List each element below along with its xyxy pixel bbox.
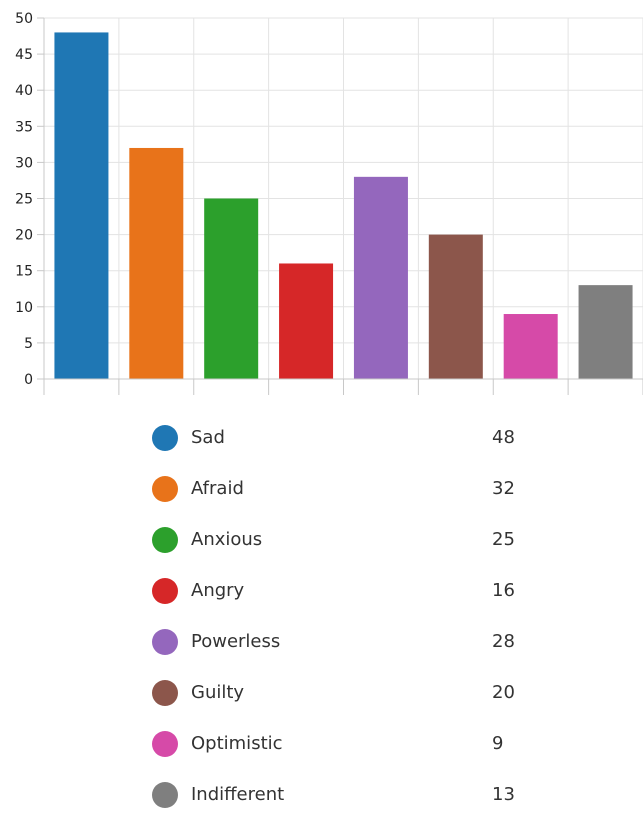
legend-label: Powerless [191, 631, 281, 652]
legend-item-guilty[interactable]: Guilty 20 [152, 675, 552, 726]
y-tick-label: 50 [15, 11, 33, 27]
legend-value: 9 [492, 733, 504, 754]
legend-color-swatch [152, 578, 178, 604]
legend-item-indifferent[interactable]: Indifferent 13 [152, 777, 552, 828]
bar-optimistic[interactable] [503, 314, 558, 379]
legend-label: Angry [191, 580, 245, 601]
legend-item-anxious[interactable]: Anxious 25 [152, 522, 552, 573]
legend-label: Guilty [191, 682, 245, 703]
legend-color-swatch [152, 731, 178, 757]
legend-color-swatch [152, 527, 178, 553]
chart-bars [54, 32, 633, 380]
bar-chart: 0 5 10 15 20 25 30 35 40 45 50 [15, 11, 643, 395]
bar-guilty[interactable] [428, 234, 483, 379]
legend-color-swatch [152, 476, 178, 502]
legend-item-afraid[interactable]: Afraid 32 [152, 471, 552, 522]
legend-value: 28 [492, 631, 515, 652]
y-tick-label: 10 [15, 300, 33, 316]
legend-item-angry[interactable]: Angry 16 [152, 573, 552, 624]
legend-label: Optimistic [191, 733, 283, 754]
legend-color-swatch [152, 425, 178, 451]
y-tick-label: 25 [15, 192, 33, 208]
y-tick-label: 45 [15, 47, 33, 63]
y-tick-label: 5 [24, 336, 33, 352]
chart-axes [37, 17, 643, 395]
y-tick-label: 20 [15, 228, 33, 244]
bar-powerless[interactable] [353, 176, 408, 379]
legend-value: 13 [492, 784, 515, 805]
y-tick-label: 30 [15, 155, 33, 171]
y-tick-label: 35 [15, 119, 33, 135]
y-tick-label: 40 [15, 83, 33, 99]
bar-sad[interactable] [54, 32, 109, 379]
bar-indifferent[interactable] [578, 285, 633, 379]
bar-anxious[interactable] [204, 198, 259, 380]
legend-label: Afraid [191, 478, 244, 499]
y-tick-label: 0 [24, 372, 33, 388]
legend-label: Anxious [191, 529, 263, 550]
legend-label: Sad [191, 427, 225, 448]
legend-color-swatch [152, 629, 178, 655]
legend-value: 48 [492, 427, 515, 448]
legend-item-powerless[interactable]: Powerless 28 [152, 624, 552, 675]
legend-value: 20 [492, 682, 515, 703]
bar-angry[interactable] [279, 263, 334, 379]
legend-label: Indifferent [191, 784, 285, 805]
bar-afraid[interactable] [129, 147, 184, 379]
legend-item-optimistic[interactable]: Optimistic 9 [152, 726, 552, 777]
legend-color-swatch [152, 680, 178, 706]
legend-value: 32 [492, 478, 515, 499]
chart-legend: Sad 48 Afraid 32 Anxious 25 Angry 16 Powerless 28… [152, 420, 552, 828]
legend-value: 25 [492, 529, 515, 550]
y-axis-ticks: 0 5 10 15 20 25 30 35 40 45 50 [15, 11, 33, 388]
legend-item-sad[interactable]: Sad 48 [152, 420, 552, 471]
y-tick-label: 15 [15, 264, 33, 280]
legend-value: 16 [492, 580, 515, 601]
legend-color-swatch [152, 782, 178, 808]
